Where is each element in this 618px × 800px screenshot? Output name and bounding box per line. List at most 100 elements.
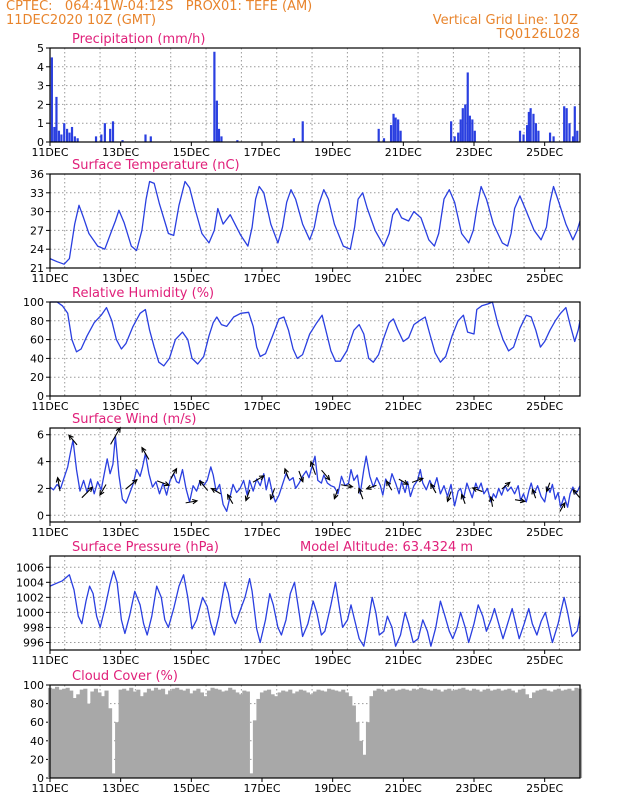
- pressure-y-tick-label: 996: [23, 636, 44, 649]
- cloud-cover-bar: [521, 688, 526, 778]
- cloud-cover-bar: [164, 694, 169, 778]
- cloud-cover-bar: [206, 690, 212, 778]
- wind-arrow-head: [417, 477, 425, 483]
- cloud-x-tick-label: 13DEC: [102, 782, 139, 795]
- cloud-cover-bar: [436, 689, 441, 778]
- cloud-cover-bar: [249, 773, 254, 778]
- wind-arrow-shaft: [110, 427, 121, 445]
- precip-bar: [537, 130, 540, 142]
- precip-bar: [518, 130, 522, 142]
- cloud-y-tick-label: 100: [23, 679, 44, 692]
- cloud-cover-bar: [535, 690, 540, 778]
- cloud-cover-bar: [316, 689, 321, 778]
- humidity-x-tick-label: 21DEC: [385, 400, 422, 413]
- cloud-cover-bar: [457, 688, 462, 778]
- cloud-cover-bar: [210, 687, 215, 778]
- wind-x-tick-label: 21DEC: [385, 526, 422, 539]
- temp-y-tick-label: 21: [30, 262, 44, 275]
- cloud-cover-bar: [528, 698, 533, 778]
- wind-arrow-shaft: [559, 502, 566, 512]
- wind-arrow-shaft: [386, 480, 393, 491]
- precip-x-tick-label: 19DEC: [314, 146, 351, 159]
- cloud-cover-bar: [178, 689, 183, 778]
- precip-bar: [565, 108, 568, 142]
- precip-bar: [94, 136, 98, 142]
- wind-arrow-shaft: [211, 488, 221, 495]
- wind-arrow-shaft: [199, 480, 209, 491]
- cloud-cover-bar: [235, 692, 240, 778]
- cloud-cover-bar: [171, 688, 176, 778]
- wind-arrow: [298, 470, 304, 483]
- wind-arrow: [81, 486, 94, 499]
- cloud-cover-bar: [320, 690, 325, 778]
- precip-bar: [471, 119, 474, 142]
- humidity-y-tick-label: 40: [30, 352, 44, 365]
- precip-bar: [144, 134, 147, 142]
- wind-arrow: [501, 481, 511, 490]
- humidity-y-tick-label: 20: [30, 371, 44, 384]
- temp-y-tick-label: 36: [30, 168, 44, 181]
- wind-arrow-head: [55, 476, 62, 483]
- cloud-cover-bar: [380, 689, 385, 778]
- wind-arrow-shaft: [125, 479, 138, 490]
- humidity-title: Relative Humidity (%): [72, 286, 214, 301]
- precip-y-tick-label: 1: [37, 117, 44, 130]
- cloud-cover-bar: [312, 691, 318, 778]
- cloud-cover-bar: [115, 722, 120, 778]
- wind-arrow-shaft: [99, 484, 107, 496]
- cloud-cover-bar: [125, 690, 130, 778]
- cloud-cover-bar: [185, 688, 190, 778]
- cloud-cover-bar: [69, 690, 74, 778]
- wind-arrow-head: [519, 498, 527, 504]
- wind-arrow-head: [87, 486, 94, 493]
- wind-arrow: [514, 498, 527, 504]
- precip-bar: [466, 72, 469, 142]
- humidity-x-tick-label: 15DEC: [173, 400, 210, 413]
- humidity-x-tick-label: 23DEC: [455, 400, 492, 413]
- precip-x-tick-label: 13DEC: [102, 146, 139, 159]
- wind-arrow: [309, 460, 317, 475]
- header-run-time: 11DEC2020 10Z (GMT): [6, 13, 157, 28]
- cloud-cover-bar: [433, 688, 438, 778]
- wind-arrow: [531, 488, 537, 499]
- temp-y-tick-label: 27: [30, 224, 44, 237]
- cloud-cover-bar: [196, 688, 201, 778]
- cloud-cover-bar: [302, 690, 307, 778]
- wind-arrow-head: [298, 476, 304, 483]
- precip-bar: [459, 119, 462, 142]
- precip-bar: [76, 138, 79, 142]
- precip-bar: [55, 96, 58, 142]
- temp-x-tick-label: 19DEC: [314, 272, 351, 285]
- wind-arrow: [99, 484, 107, 497]
- precip-x-tick-label: 21DEC: [385, 146, 422, 159]
- precip-bar: [57, 130, 61, 142]
- precip-bar: [450, 121, 453, 142]
- pressure-panel: 996 998 1000 1002 1004 1006 11DEC 13DEC 15DEC 17D…: [16, 540, 581, 667]
- temp-x-tick-label: 15DEC: [173, 272, 210, 285]
- wind-panel: 0 2 4 6 11DEC 13DEC 15DEC 17DEC 19DEC 21DEC 23DEC 2…: [31, 412, 581, 539]
- cloud-cover-bar: [464, 689, 469, 778]
- wind-arrow-shaft: [411, 477, 424, 483]
- temp-title: Surface Temperature (nC): [72, 158, 240, 173]
- wind-arrow-head: [226, 493, 233, 500]
- precip-bar: [576, 130, 579, 142]
- cloud-cover-bar: [411, 688, 416, 778]
- wind-arrow-shaft: [141, 447, 150, 460]
- wind-arrow: [252, 475, 266, 483]
- wind-arrow-shaft: [358, 488, 364, 500]
- cloud-panel: 0 20 40 60 80 100 11DEC 13DEC 15DEC 17DEC 19DEC 21D…: [23, 669, 583, 795]
- wind-arrow-head: [283, 467, 289, 474]
- wind-arrow-shaft: [284, 468, 290, 479]
- cloud-cover-bar: [252, 720, 257, 778]
- pressure-x-tick-label: 21DEC: [385, 654, 422, 667]
- precip-bar: [220, 136, 223, 142]
- cloud-cover-bar: [560, 690, 565, 778]
- wind-y-tick-label: 0: [37, 509, 44, 522]
- precip-bar: [60, 134, 63, 142]
- precip-bar: [103, 123, 106, 142]
- wind-arrow-head: [198, 479, 205, 486]
- cloud-cover-bar: [475, 689, 480, 778]
- wind-arrow: [321, 469, 331, 481]
- cloud-cover-bar: [390, 688, 395, 778]
- cloud-cover-bar: [489, 690, 494, 778]
